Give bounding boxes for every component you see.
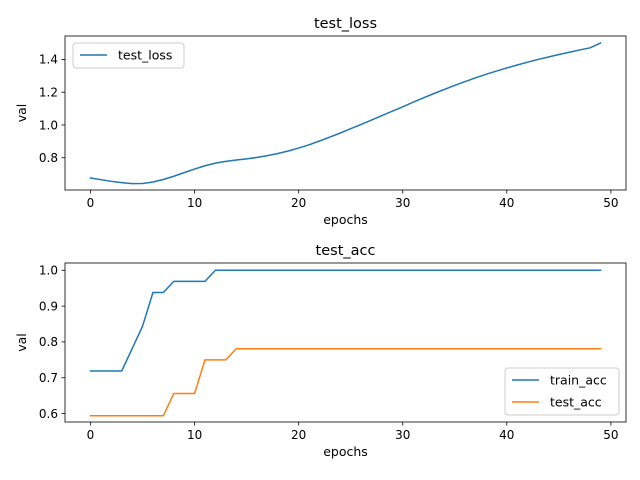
chart2-xtick-label: 0 (87, 428, 95, 442)
chart1-xtick-label: 20 (291, 196, 306, 210)
chart1-xtick-label: 0 (87, 196, 95, 210)
chart2-axes-frame (64, 262, 627, 423)
chart1-ytick-label: 1.4 (39, 53, 58, 67)
chart1-axes-frame (64, 35, 627, 191)
chart1-ytick-label: 0.8 (39, 151, 58, 165)
chart2-xtick-label: 20 (291, 428, 306, 442)
chart1-legend-label-test_loss: test_loss (118, 48, 172, 63)
chart1-series-test_loss-line (89, 42, 602, 185)
chart2-xtick-label: 50 (603, 428, 618, 442)
chart2-ytick-label: 0.6 (39, 407, 58, 421)
chart1-xlabel: epochs (323, 212, 368, 227)
chart1-xtick-label: 40 (499, 196, 514, 210)
chart1-xtick-label: 10 (187, 196, 202, 210)
chart2-ylabel: val (14, 333, 29, 352)
chart2-legend: train_acc test_acc (504, 367, 620, 416)
chart1-legend-box (72, 42, 185, 69)
chart2-ytick-label: 0.9 (39, 299, 58, 313)
chart2-xtick-label: 40 (499, 428, 514, 442)
chart2-legend-label-train_acc: train_acc (550, 373, 607, 388)
chart1-legend: test_loss (72, 42, 185, 69)
chart2-legend-label-test_acc: test_acc (550, 395, 602, 410)
chart1-xtick-label: 50 (603, 196, 618, 210)
chart2-ytick-label: 0.7 (39, 371, 58, 385)
chart2: 0 10 20 30 40 50 0.6 0.7 0.8 0.9 1.0 test_accepochs… (14, 243, 627, 459)
chart2-xtick-label: 10 (187, 428, 202, 442)
chart2-xtick-label: 30 (395, 428, 410, 442)
chart1-ytick-label: 1.2 (39, 85, 58, 99)
chart2-title: test_acc (316, 243, 376, 259)
chart1-title: test_loss (314, 16, 377, 32)
chart1-xtick-label: 30 (395, 196, 410, 210)
chart2-series-test_acc-line (89, 347, 602, 417)
chart2-series-train_acc-line (89, 269, 602, 372)
chart2-ytick-label: 0.8 (39, 335, 58, 349)
chart1-ytick-label: 1.0 (39, 118, 58, 132)
chart2-ytick-label: 1.0 (39, 264, 58, 278)
chart2-xlabel: epochs (323, 444, 368, 459)
chart1-ylabel: val (14, 104, 29, 123)
